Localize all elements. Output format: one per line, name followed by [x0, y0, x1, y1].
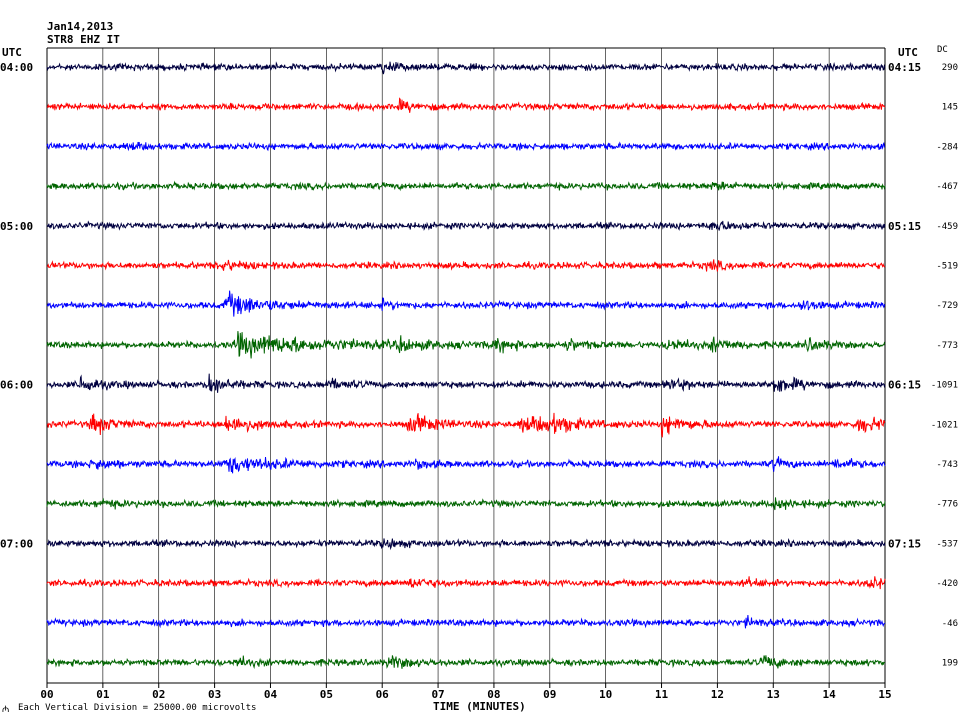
x-tick-label: 03	[208, 688, 221, 701]
x-tick-label: 07	[431, 688, 444, 701]
header-station: STR8 EHZ IT	[47, 33, 120, 46]
x-tick-label: 11	[655, 688, 669, 701]
dc-value: -1091	[931, 381, 958, 391]
row-time-right: 06:15	[888, 379, 921, 392]
seismic-trace	[46, 220, 886, 231]
seismic-trace	[46, 576, 886, 590]
dc-value: -467	[936, 182, 958, 192]
dc-title: DC	[937, 45, 948, 55]
row-time-right: 05:15	[888, 220, 921, 233]
dc-value: -519	[936, 262, 958, 272]
x-tick-label: 13	[767, 688, 780, 701]
row-labels: 04:00 04:15 05:00 05:15 06:00 06:15 07:00 07:15	[0, 61, 921, 550]
seismic-trace	[46, 655, 886, 670]
x-tick-label: 14	[823, 688, 837, 701]
seismic-traces	[46, 61, 886, 670]
dc-value: -537	[936, 539, 958, 549]
seismic-trace	[46, 331, 886, 359]
dc-value: -420	[936, 579, 958, 589]
seismic-trace	[46, 61, 886, 75]
seismic-trace	[46, 259, 886, 272]
x-tick-label: 06	[376, 688, 390, 701]
seismic-trace	[46, 537, 886, 551]
x-tick-label: 02	[152, 688, 165, 701]
dc-value: -46	[942, 619, 958, 629]
seismic-trace	[46, 141, 885, 152]
dc-labels: 290 145 -284 -467 -459 -519 -729 -773 -1091 -1021…	[931, 63, 958, 669]
row-time-left: 05:00	[0, 220, 33, 233]
x-axis-ticks: 00 01 02 03 04 05 06 07 08 09 10 11 12 13 14 15	[40, 683, 892, 701]
row-time-right: 04:15	[888, 61, 921, 74]
x-tick-label: 04	[264, 688, 278, 701]
seismic-trace	[46, 180, 886, 192]
minute-gridlines	[46, 47, 886, 683]
seismic-trace	[46, 497, 886, 511]
seismic-trace	[46, 615, 886, 629]
right-axis-title: UTC	[898, 46, 918, 59]
x-tick-label: 05	[320, 688, 333, 701]
row-time-left: 07:00	[0, 537, 33, 550]
dc-value: -459	[936, 222, 958, 232]
header-date: Jan14,2013	[47, 20, 113, 33]
seismic-trace	[46, 290, 886, 317]
dc-value: 290	[942, 63, 958, 73]
row-time-left: 06:00	[0, 379, 33, 392]
x-axis-label: TIME (MINUTES)	[433, 700, 526, 713]
x-tick-label: 09	[543, 688, 556, 701]
x-tick-label: 10	[599, 688, 612, 701]
dc-value: -1021	[931, 420, 958, 430]
dc-value: -776	[936, 500, 958, 510]
x-tick-label: 15	[878, 688, 891, 701]
dc-value: -284	[936, 142, 958, 152]
dc-value: -773	[936, 341, 958, 351]
seismic-trace	[46, 373, 886, 393]
row-time-left: 04:00	[0, 61, 33, 74]
row-time-right: 07:15	[888, 537, 921, 550]
dc-value: -743	[936, 460, 958, 470]
dc-value: 145	[942, 103, 958, 113]
x-tick-label: 08	[487, 688, 500, 701]
footer-note: Each Vertical Division = 25000.00 microv…	[18, 703, 256, 713]
seismic-trace	[46, 412, 886, 438]
x-tick-label: 01	[96, 688, 110, 701]
dc-value: -729	[936, 301, 958, 311]
seismic-trace	[46, 456, 886, 474]
seismic-trace	[46, 97, 886, 113]
footer-mark: ₼	[2, 705, 9, 715]
left-axis-title: UTC	[2, 46, 22, 59]
dc-value: 199	[942, 659, 958, 669]
x-tick-label: 00	[40, 688, 53, 701]
x-tick-label: 12	[711, 688, 724, 701]
